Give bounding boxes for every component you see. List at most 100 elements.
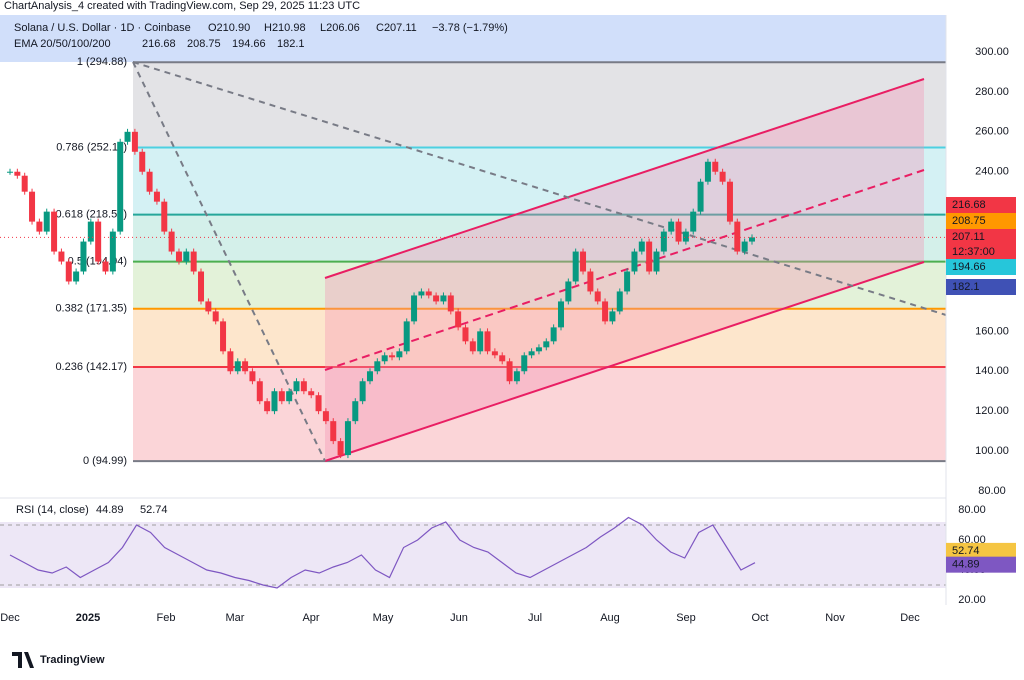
y-tick-label: 80.00	[978, 485, 1006, 497]
y-tick-label: 260.00	[975, 126, 1009, 138]
badge-label: 52.74	[952, 545, 980, 557]
y-tick-label: 100.00	[975, 445, 1009, 457]
candle	[102, 261, 109, 272]
candle	[425, 291, 432, 296]
ema-value: 182.1	[277, 38, 305, 50]
channel-upper	[324, 78, 925, 279]
y-tick-label: 140.00	[975, 365, 1009, 377]
candle	[73, 271, 80, 282]
x-tick-label: Aug	[600, 612, 620, 624]
candle	[396, 351, 403, 358]
candle	[300, 381, 307, 392]
candle	[374, 361, 381, 372]
candle	[109, 231, 116, 272]
candle	[734, 221, 741, 252]
fib-band	[133, 214, 946, 262]
x-tick-label: Dec	[0, 612, 20, 624]
candle	[572, 251, 579, 282]
candle	[440, 295, 447, 302]
candle	[21, 175, 28, 192]
candle	[220, 321, 227, 352]
candle	[557, 301, 564, 328]
candle	[80, 241, 87, 272]
ema-value: 216.68	[142, 38, 176, 50]
symbol: Solana / U.S. Dollar · 1D · Coinbase	[14, 22, 191, 34]
candle	[322, 411, 329, 422]
candle	[741, 241, 748, 252]
ohlc-value: O210.90	[208, 22, 250, 34]
fib-band	[133, 147, 946, 215]
candle	[726, 181, 733, 222]
price-badge	[946, 197, 1016, 213]
candle	[499, 355, 506, 362]
brand: TradingView	[40, 654, 105, 666]
candle	[418, 291, 425, 296]
candle	[366, 371, 373, 382]
candle	[175, 251, 182, 262]
candle	[521, 355, 528, 372]
candle	[234, 361, 241, 372]
fib-label: 0.786 (252.11)	[56, 141, 127, 153]
badge-label: 194.66	[952, 261, 986, 273]
candle	[653, 251, 660, 272]
candle	[344, 421, 351, 456]
trend-dashed	[132, 61, 326, 462]
candle	[587, 271, 594, 292]
candle	[565, 281, 572, 302]
candle	[389, 355, 396, 358]
candle	[543, 341, 550, 348]
candle	[212, 311, 219, 322]
candle	[227, 351, 234, 372]
candle	[205, 301, 212, 312]
candle	[293, 381, 300, 392]
candle	[131, 131, 138, 152]
candle	[491, 351, 498, 356]
fib-label: 0.236 (142.17)	[55, 361, 127, 373]
candle	[675, 221, 682, 242]
candle	[153, 191, 160, 202]
fib-band	[133, 366, 946, 462]
candle	[616, 291, 623, 312]
x-tick-label: May	[373, 612, 394, 624]
candle	[29, 191, 36, 222]
ohlc-value: C207.11	[376, 22, 417, 34]
price-badge	[946, 213, 1016, 229]
badge-label: 182.1	[952, 281, 980, 293]
rsi-title: RSI (14, close)	[16, 504, 89, 516]
candle	[712, 161, 719, 172]
candle	[638, 241, 645, 252]
candle	[183, 251, 190, 262]
candle	[242, 361, 249, 372]
candle	[36, 221, 43, 232]
candle	[580, 251, 587, 272]
badge-label: 208.75	[952, 215, 986, 227]
candle	[668, 221, 675, 232]
candle	[146, 171, 153, 192]
candle	[65, 261, 72, 282]
candle	[359, 381, 366, 402]
rsi-tick-label: 20.00	[958, 594, 986, 606]
ohlc-value: H210.98	[264, 22, 306, 34]
logo	[12, 652, 34, 668]
rsi-tick-label: 80.00	[958, 504, 986, 516]
ema-value: 208.75	[187, 38, 221, 50]
fib-label: 0.382 (171.35)	[55, 303, 127, 315]
top-band	[0, 15, 946, 62]
trend-dashed	[132, 61, 947, 316]
candle	[117, 141, 124, 232]
candle	[697, 181, 704, 212]
candle	[278, 391, 285, 402]
fib-label: 1 (294.88)	[77, 56, 127, 68]
rsi-band	[0, 522, 946, 588]
candle	[624, 271, 631, 292]
fib-band	[133, 62, 946, 148]
x-tick-label: Jul	[528, 612, 542, 624]
candle	[447, 295, 454, 312]
x-tick-label: Feb	[157, 612, 176, 624]
ohlc-value: L206.06	[320, 22, 360, 34]
badge-label: 44.89	[952, 559, 980, 571]
y-tick-label: 280.00	[975, 86, 1009, 98]
candle	[198, 271, 205, 302]
ohlc-value: −3.78 (−1.79%)	[432, 22, 508, 34]
candle	[535, 347, 542, 352]
